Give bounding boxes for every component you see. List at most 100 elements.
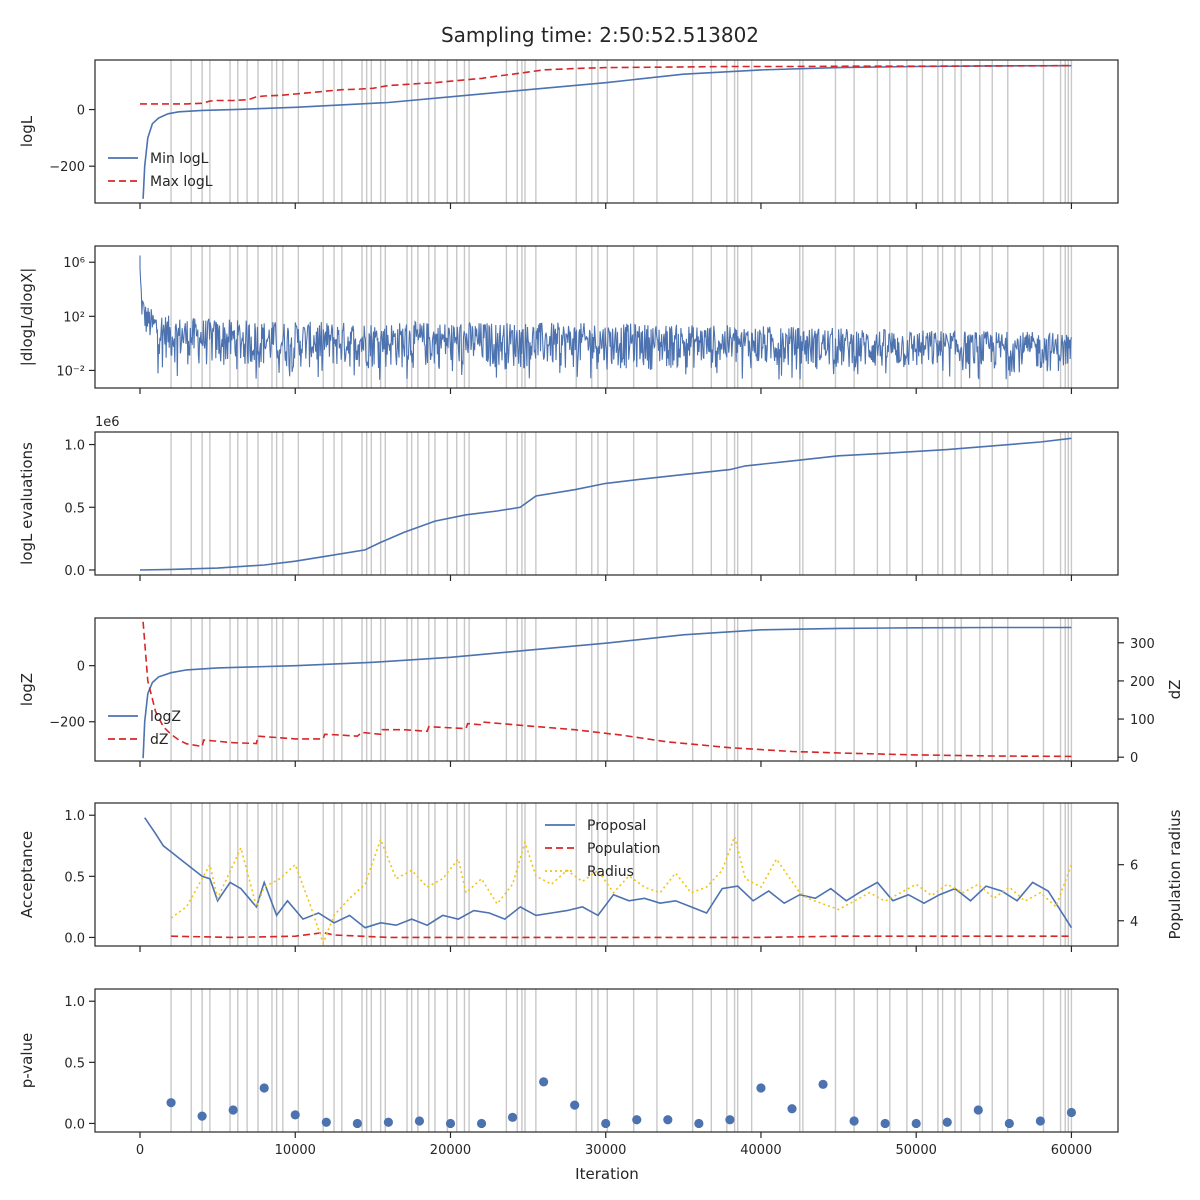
y-axis-label: logL xyxy=(18,115,36,147)
x-tick-label: 60000 xyxy=(1051,1143,1092,1158)
legend-label: Min logL xyxy=(150,151,209,167)
y-tick-label: −200 xyxy=(49,716,85,731)
p-value-point xyxy=(383,1117,393,1127)
series-line-0 xyxy=(139,437,1072,571)
p-value-point xyxy=(166,1098,176,1108)
axes-frame xyxy=(94,802,1119,947)
y-axis-label: Acceptance xyxy=(18,831,36,918)
p-value-point xyxy=(601,1118,611,1129)
y-tick-label: 0.5 xyxy=(64,501,85,516)
y-axis-label: logZ xyxy=(18,673,36,706)
p-value-point xyxy=(1066,1107,1077,1118)
p-value-point xyxy=(849,1116,859,1126)
series-line-max-logl xyxy=(140,64,1072,105)
legend-label: Max logL xyxy=(150,174,213,190)
p-value-point xyxy=(756,1083,766,1093)
data-layer xyxy=(166,1077,1077,1129)
y-tick-label: 10⁻² xyxy=(56,364,85,379)
axes-frame xyxy=(94,59,1119,204)
insertion-lines xyxy=(170,432,1073,575)
x-tick-label: 30000 xyxy=(585,1143,626,1158)
data-layer xyxy=(144,817,1073,946)
p-value-point xyxy=(942,1117,952,1127)
data-layer xyxy=(139,255,1072,380)
legend-label: dZ xyxy=(150,732,168,748)
data-layer xyxy=(140,64,1072,199)
p-value-point xyxy=(787,1104,797,1114)
p-value-point xyxy=(725,1115,735,1125)
axes-frame xyxy=(94,245,1119,389)
y2-tick-label: 200 xyxy=(1130,675,1155,690)
x-tick-label: 50000 xyxy=(896,1143,937,1158)
panel-dlogL_dlogX: 10⁻² 10² 10⁶ |dlogL/dlogX| xyxy=(18,245,1119,394)
y-tick-label: 1.0 xyxy=(64,995,85,1010)
p-value-point xyxy=(880,1118,890,1129)
x-axis-label: Iteration xyxy=(575,1165,639,1183)
p-value-point xyxy=(663,1115,673,1125)
data-layer xyxy=(142,621,1072,759)
y2-axis-label: Population radius xyxy=(1166,809,1184,939)
p-value-point xyxy=(1004,1118,1014,1129)
data-layer xyxy=(139,437,1072,571)
y2-axis-label: dZ xyxy=(1166,680,1184,700)
offset-label: 1e6 xyxy=(95,415,120,430)
legend-label: logZ xyxy=(150,709,181,725)
p-value-point xyxy=(632,1115,642,1125)
y-tick-label: 0.0 xyxy=(64,564,85,579)
y-axis-label: logL evaluations xyxy=(18,442,36,565)
p-value-point xyxy=(445,1118,456,1129)
insertion-lines xyxy=(170,246,1073,388)
chart-panels: −200 0 logL Min logL Max logL 10⁻² 10² 10⁶ |dlog… xyxy=(18,59,1184,1158)
x-tick-label: 10000 xyxy=(275,1143,316,1158)
p-value-point xyxy=(539,1077,549,1087)
insertion-lines xyxy=(170,618,1073,761)
axes-frame xyxy=(94,617,1119,762)
y-axis-label: |dlogL/dlogX| xyxy=(18,268,36,367)
p-value-point xyxy=(476,1118,487,1129)
y-axis-label: p-value xyxy=(18,1033,36,1089)
insertion-lines xyxy=(170,989,1073,1132)
insertion-lines xyxy=(170,60,1073,203)
panel-logL: −200 0 logL Min logL Max logL xyxy=(18,59,1119,209)
y2-tick-label: 4 xyxy=(1130,915,1138,930)
series-line-dz xyxy=(142,621,1072,758)
y-tick-label: 0.0 xyxy=(64,931,85,946)
panel-evaluations: 0.0 0.5 1.0 logL evaluations 1e6 xyxy=(18,415,1119,581)
series-line-min-logl xyxy=(142,64,1072,199)
legend-label: Radius xyxy=(587,864,634,880)
axes-frame xyxy=(94,431,1119,576)
x-tick-label: 40000 xyxy=(740,1143,781,1158)
p-value-point xyxy=(973,1105,983,1115)
y-tick-label: 1.0 xyxy=(64,439,85,454)
insertion-lines xyxy=(170,803,1073,946)
p-value-point xyxy=(290,1110,300,1120)
p-value-point xyxy=(321,1117,331,1127)
panel-logZ: −200 0 logZ 0 100 200 300 dZ logZ dZ xyxy=(18,617,1184,767)
y-tick-label: 10⁶ xyxy=(63,256,85,271)
p-value-point xyxy=(818,1079,828,1089)
legend-label: Population xyxy=(587,841,661,857)
series-line-proposal xyxy=(144,817,1073,929)
p-value-point xyxy=(197,1111,207,1121)
y-tick-label: 0 xyxy=(77,660,85,675)
x-tick-label: 0 xyxy=(136,1143,144,1158)
figure-title: Sampling time: 2:50:52.513802 xyxy=(441,23,759,47)
axes-frame xyxy=(94,988,1119,1133)
series-line-population xyxy=(171,931,1072,939)
y2-tick-label: 100 xyxy=(1130,713,1155,728)
series-line xyxy=(139,255,1072,380)
p-value-point xyxy=(911,1118,921,1129)
p-value-point xyxy=(228,1105,238,1115)
y2-tick-label: 0 xyxy=(1130,751,1138,766)
panel-p_value: 0 10000 20000 30000 40000 50000 60000 0.0 0.5 1.0… xyxy=(18,988,1119,1158)
p-value-point xyxy=(570,1100,580,1110)
y2-tick-label: 300 xyxy=(1130,637,1155,652)
legend-label: Proposal xyxy=(587,818,646,834)
p-value-point xyxy=(352,1118,362,1129)
panel-acceptance: 0.0 0.5 1.0 Acceptance 4 6 Population radius Pr… xyxy=(18,802,1184,952)
p-value-point xyxy=(1035,1116,1045,1126)
p-value-point xyxy=(414,1116,425,1126)
x-tick-label: 20000 xyxy=(430,1143,471,1158)
y-tick-label: 1.0 xyxy=(64,809,85,824)
